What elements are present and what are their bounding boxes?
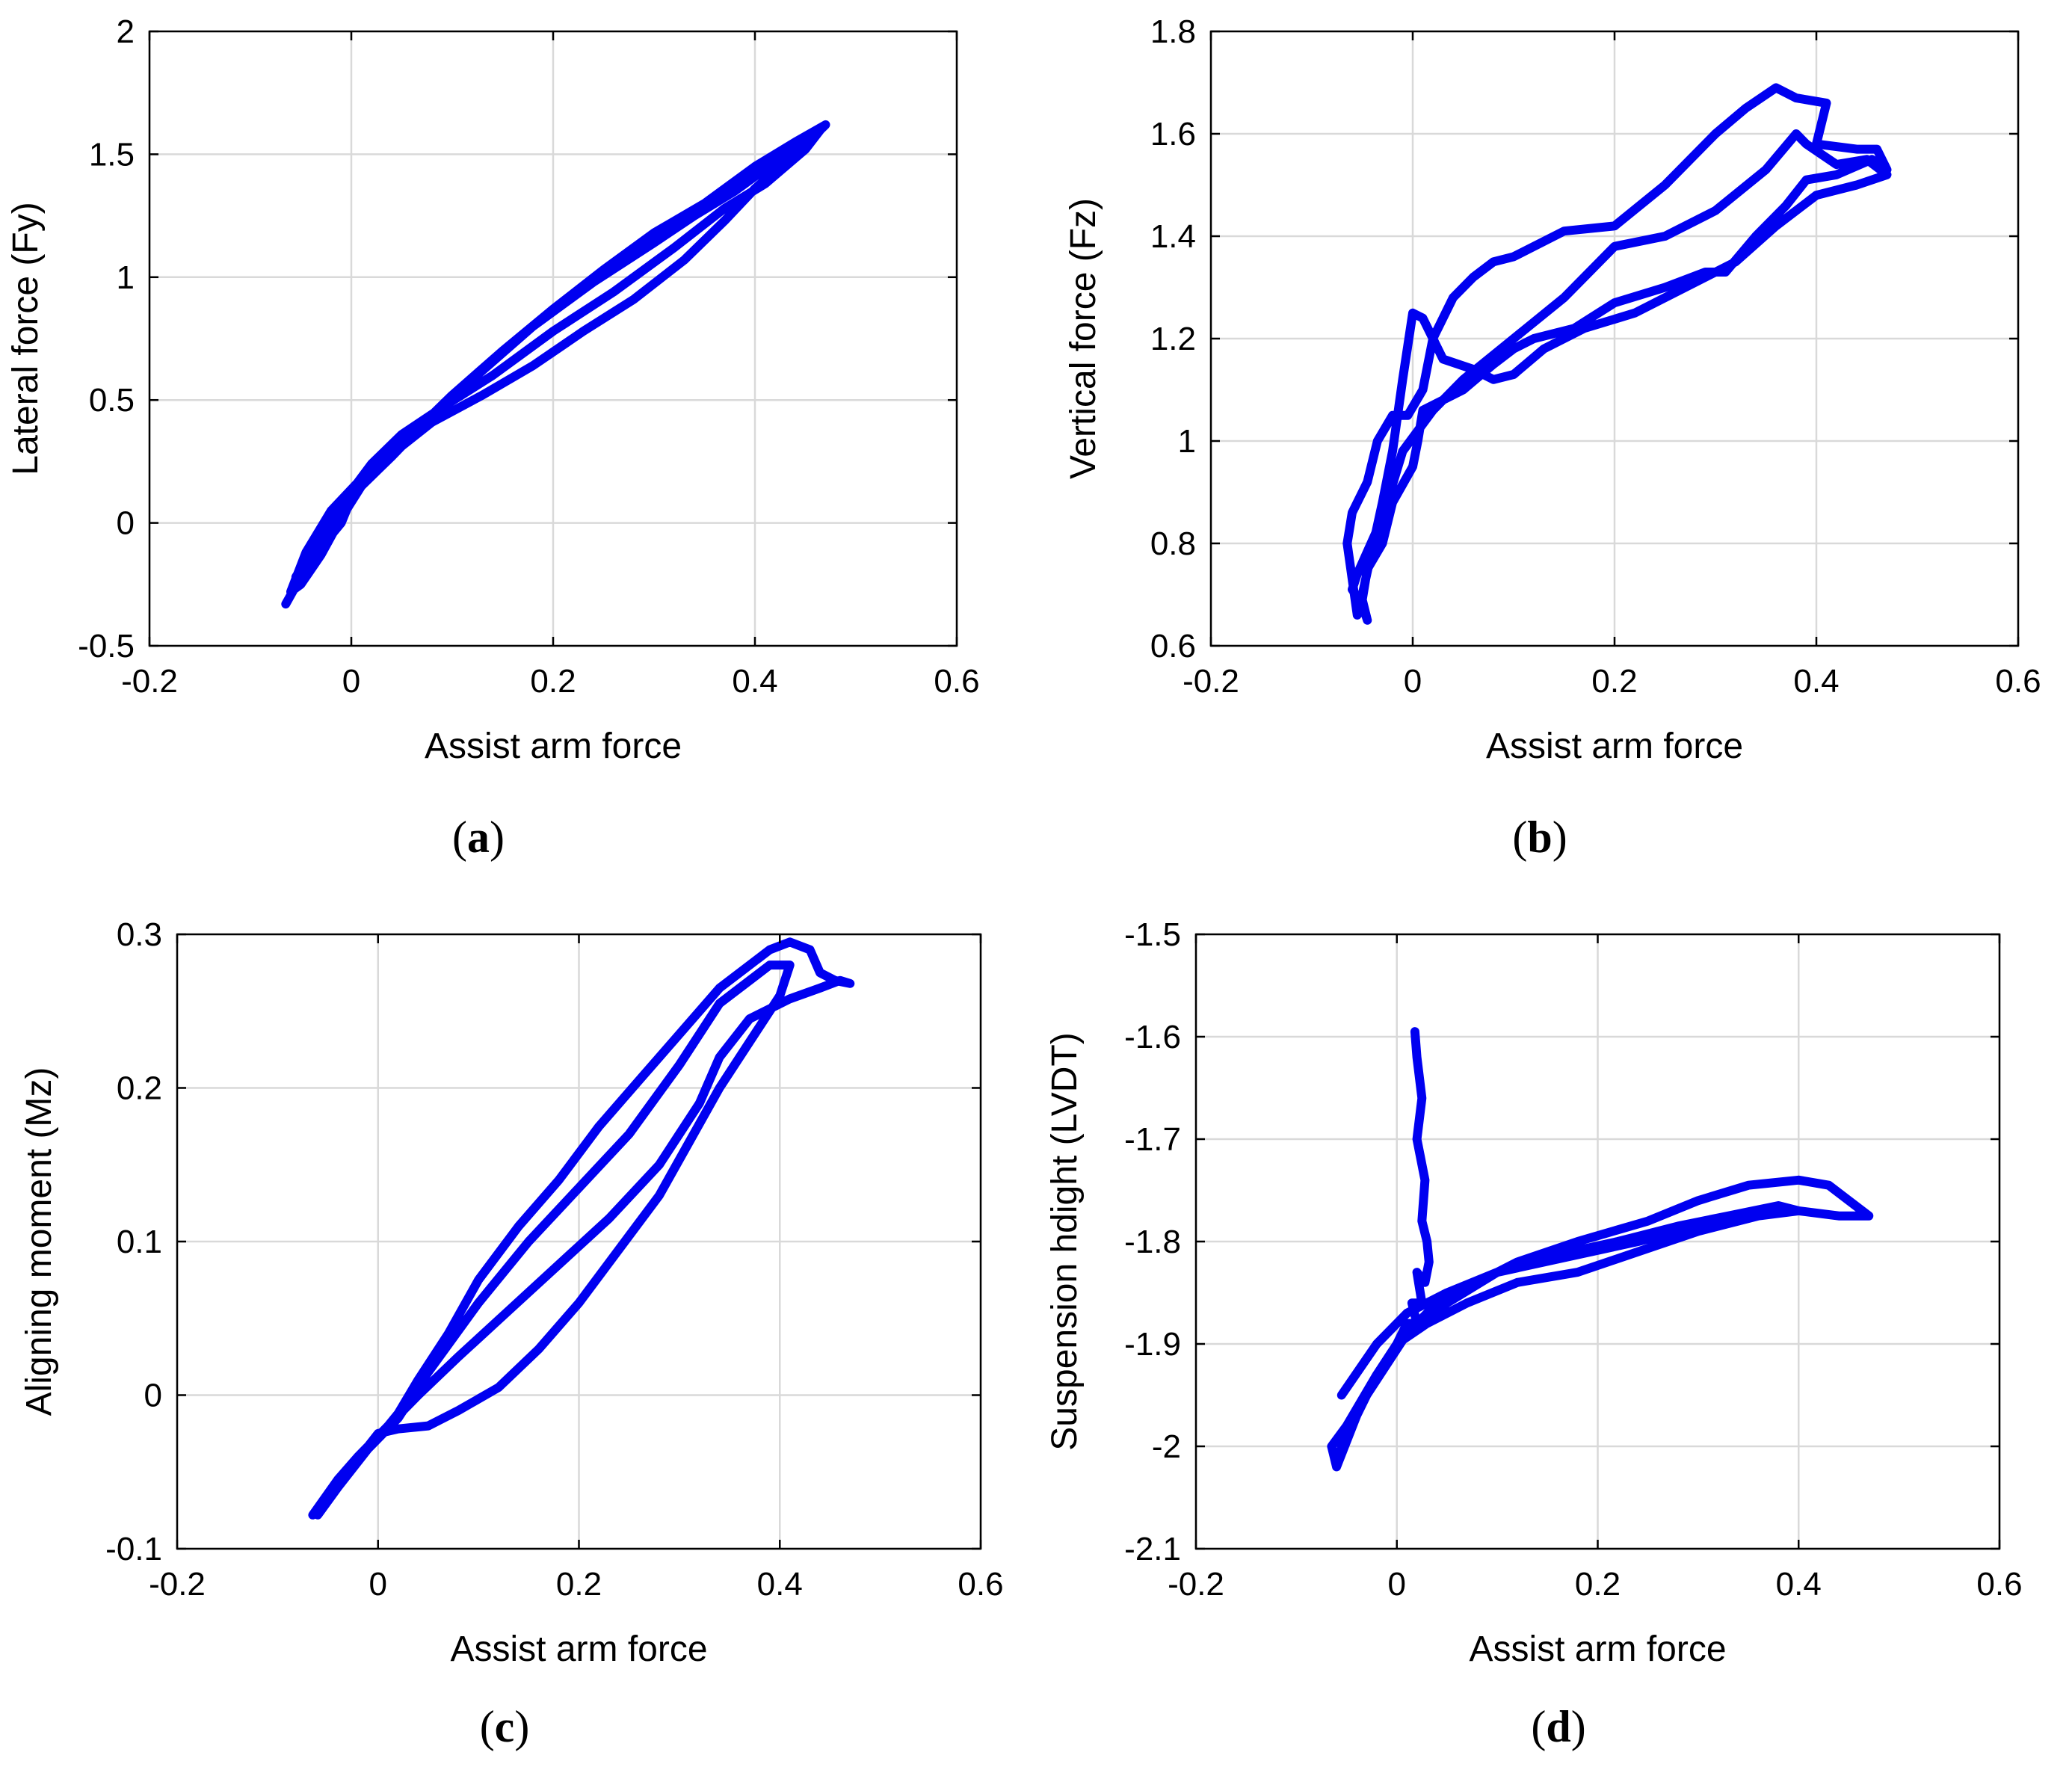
panel-c-xlabel: Assist arm force: [450, 1629, 707, 1669]
panel-c-ytick-label: 0: [144, 1378, 162, 1414]
panel-d-xtick-label: 0.2: [1575, 1566, 1621, 1603]
panel-c-ytick-label: 0.3: [117, 916, 162, 953]
panel-d-curves: [1327, 1027, 1874, 1472]
panel-b-xtick-label: 0.4: [1793, 663, 1839, 700]
panel-c: -0.2 0 0.2 0.4 0.6 -0.1 0 0.1 0.2 0.3 Assist arm …: [19, 916, 1004, 1751]
panel-c-ytick-label: 0.1: [117, 1224, 162, 1260]
panel-c-xtick-label: 0: [369, 1566, 387, 1603]
panel-b-series-loop-0: [1342, 83, 1892, 625]
panel-a-xtick-label: -0.2: [121, 663, 178, 700]
panel-d-xtick-label: -0.2: [1168, 1566, 1224, 1603]
panel-b-caption: (b): [1512, 812, 1567, 862]
panel-a-ytick-label: 1.5: [89, 136, 135, 173]
panel-d-ytick-label: -2: [1152, 1428, 1181, 1465]
panel-d-series-loop-0: [1327, 1027, 1874, 1472]
panel-c-series-loop-0: [308, 937, 855, 1520]
panel-c-xtick-label: 0.4: [757, 1566, 803, 1603]
panel-d-letter: d: [1546, 1702, 1570, 1751]
panel-d-xtick-label: 0.4: [1776, 1566, 1822, 1603]
panel-c-caption: (c): [480, 1702, 530, 1751]
panel-d-ytick-label: -1.7: [1124, 1121, 1181, 1158]
panel-c-ticks: -0.2 0 0.2 0.4 0.6 -0.1 0 0.1 0.2 0.3: [105, 916, 1003, 1603]
panel-b-ytick-label: 1.8: [1150, 13, 1196, 50]
panel-c-ytick-label: -0.1: [105, 1531, 162, 1567]
panel-a: -0.2 0 0.2 0.4 0.6 -0.5 0 0.5 1 1.5 2 Assist arm f…: [6, 13, 980, 862]
panel-b-ylabel: Vertical force (Fz): [1064, 198, 1103, 479]
panel-b: -0.2 0 0.2 0.4 0.6 0.6 0.8 1 1.2 1.4 1.6 1.8 Assist…: [1064, 13, 2041, 862]
panel-a-ytick-label: 0.5: [89, 382, 135, 419]
panel-b-xlabel: Assist arm force: [1486, 727, 1743, 766]
panel-b-xtick-label: -0.2: [1183, 663, 1239, 700]
panel-a-xtick-label: 0: [342, 663, 360, 700]
panel-b-ytick-label: 1: [1178, 423, 1196, 460]
panel-b-xtick-label: 0.2: [1591, 663, 1637, 700]
panel-b-ytick-label: 0.6: [1150, 628, 1196, 664]
panel-a-ytick-label: 0: [117, 505, 135, 542]
panel-a-letter: a: [467, 812, 490, 862]
panel-d-ytick-label: -1.5: [1124, 916, 1181, 953]
panel-b-ticks: -0.2 0 0.2 0.4 0.6 0.6 0.8 1 1.2 1.4 1.6 1.8: [1150, 13, 2041, 700]
panel-a-ytick-label: -0.5: [78, 628, 135, 664]
panel-b-ytick-label: 0.8: [1150, 525, 1196, 562]
panel-b-ytick-label: 1.6: [1150, 116, 1196, 152]
panel-a-ytick-label: 2: [117, 13, 135, 50]
panel-a-ticks: -0.2 0 0.2 0.4 0.6 -0.5 0 0.5 1 1.5 2: [78, 13, 979, 700]
panel-d-ytick-label: -2.1: [1124, 1531, 1181, 1567]
panel-c-letter: c: [495, 1702, 515, 1751]
panel-c-xtick-label: 0.6: [958, 1566, 1003, 1603]
panel-d-ytick-label: -1.8: [1124, 1224, 1181, 1260]
panel-b-curves: [1342, 83, 1892, 625]
panel-a-caption: (a): [452, 812, 505, 862]
panel-c-ylabel: Aligning moment (Mz): [19, 1067, 59, 1416]
panel-b-ytick-label: 1.4: [1150, 218, 1196, 255]
panel-d-ticks: -0.2 0 0.2 0.4 0.6 -2.1 -2 -1.9 -1.8 -1.7 -1.6 -1.5: [1124, 916, 2022, 1603]
panel-a-ytick-label: 1: [117, 259, 135, 296]
panel-d-caption: (d): [1531, 1702, 1585, 1751]
panel-c-ytick-label: 0.2: [117, 1070, 162, 1107]
panel-c-xtick-label: -0.2: [149, 1566, 206, 1603]
panel-d: -0.2 0 0.2 0.4 0.6 -2.1 -2 -1.9 -1.8 -1.7 -1.6 -1.5…: [1045, 916, 2023, 1751]
panel-b-xtick-label: 0: [1404, 663, 1422, 700]
panel-c-curves: [308, 937, 855, 1520]
panel-d-ytick-label: -1.6: [1124, 1019, 1181, 1055]
panel-b-grid: [1209, 30, 2020, 647]
panel-a-grid: [148, 30, 958, 647]
panel-a-ylabel: Lateral force (Fy): [6, 202, 46, 475]
panel-b-ytick-label: 1.2: [1150, 321, 1196, 357]
panel-d-xtick-label: 0: [1388, 1566, 1406, 1603]
panel-a-xtick-label: 0.6: [934, 663, 979, 700]
panel-a-xtick-label: 0.2: [530, 663, 576, 700]
panel-b-xtick-label: 0.6: [1995, 663, 2041, 700]
panel-d-ytick-label: -1.9: [1124, 1326, 1181, 1363]
panel-c-xtick-label: 0.2: [556, 1566, 602, 1603]
panel-a-curves: [281, 120, 830, 609]
panel-d-xtick-label: 0.6: [1976, 1566, 2022, 1603]
panel-a-xlabel: Assist arm force: [425, 727, 682, 766]
panel-b-letter: b: [1527, 812, 1552, 862]
panel-d-ylabel: Suspension hdight (LVDT): [1045, 1032, 1085, 1450]
panel-a-xtick-label: 0.4: [732, 663, 777, 700]
panel-d-xlabel: Assist arm force: [1469, 1629, 1726, 1669]
panel-a-series-loop-0: [281, 120, 830, 609]
